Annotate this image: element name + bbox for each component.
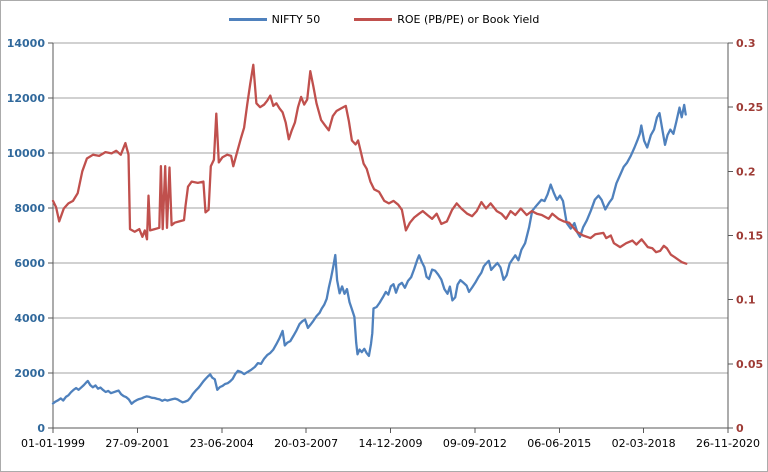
left-axis-tick-label: 0 bbox=[37, 422, 45, 435]
left-axis-tick-label: 14000 bbox=[7, 37, 46, 50]
legend-label-roe: ROE (PB/PE) or Book Yield bbox=[397, 12, 540, 26]
x-axis-tick-label: 23-06-2004 bbox=[190, 437, 254, 450]
legend-item-roe: ROE (PB/PE) or Book Yield bbox=[354, 13, 539, 26]
x-axis-tick-label: 20-03-2007 bbox=[274, 437, 338, 450]
left-axis-tick-label: 10000 bbox=[7, 147, 46, 160]
x-axis-tick-label: 06-06-2015 bbox=[527, 437, 591, 450]
legend-label-nifty50: NIFTY 50 bbox=[271, 12, 321, 26]
right-axis-tick-label: 0.15 bbox=[736, 230, 763, 243]
legend-item-nifty50: NIFTY 50 bbox=[228, 12, 321, 26]
left-axis-tick-label: 12000 bbox=[7, 92, 46, 105]
x-axis-tick-label: 01-01-1999 bbox=[21, 437, 85, 450]
right-axis-tick-label: 0 bbox=[736, 422, 744, 435]
right-axis-tick-label: 0.25 bbox=[736, 101, 763, 114]
left-axis-tick-label: 4000 bbox=[14, 312, 45, 325]
left-axis-tick-label: 8000 bbox=[14, 202, 45, 215]
chart-legend: NIFTY 50 ROE (PB/PE) or Book Yield bbox=[1, 11, 767, 27]
legend-line-sample-roe bbox=[354, 17, 393, 21]
x-axis-tick-label: 27-09-2001 bbox=[105, 437, 169, 450]
series-line-nifty50 bbox=[51, 103, 687, 405]
right-axis-tick-label: 0.3 bbox=[736, 37, 756, 50]
right-axis-tick-label: 0.1 bbox=[736, 294, 756, 307]
legend-line-sample-nifty50 bbox=[228, 17, 267, 21]
right-axis-tick-label: 0.2 bbox=[736, 165, 756, 178]
series-line-roe bbox=[51, 63, 688, 265]
right-axis-tick-label: 0.05 bbox=[736, 358, 763, 371]
x-axis-tick-label: 02-03-2018 bbox=[612, 437, 676, 450]
x-axis-tick-label: 14-12-2009 bbox=[359, 437, 423, 450]
x-axis-tick-label: 26-11-2020 bbox=[696, 437, 760, 450]
left-axis-tick-label: 2000 bbox=[14, 367, 45, 380]
x-axis-tick-label: 09-09-2012 bbox=[443, 437, 507, 450]
left-axis-tick-label: 6000 bbox=[14, 257, 45, 270]
